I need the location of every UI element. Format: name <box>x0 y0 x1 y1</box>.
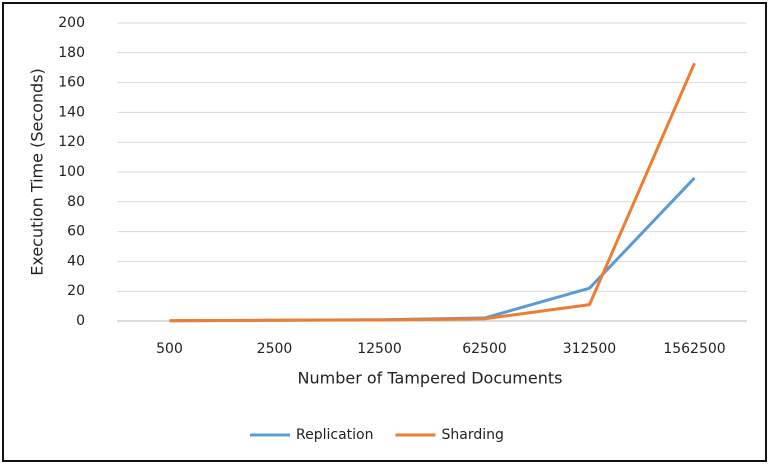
y-tick-label: 140 <box>58 104 85 120</box>
x-axis-label: Number of Tampered Documents <box>298 369 563 388</box>
y-tick-label: 20 <box>67 283 85 299</box>
y-tick-label: 180 <box>58 45 85 61</box>
y-tick-label: 120 <box>58 134 85 150</box>
x-tick-label: 312500 <box>563 341 616 357</box>
series-line <box>169 62 696 323</box>
x-tick-label: 62500 <box>462 341 507 357</box>
y-axis-label: Execution Time (Seconds) <box>28 68 47 276</box>
y-tick-label: 0 <box>76 313 85 329</box>
x-tick-label: 12500 <box>357 341 402 357</box>
legend-label: Sharding <box>441 427 503 443</box>
x-tick-label: 2500 <box>257 341 293 357</box>
y-tick-label: 200 <box>58 15 85 31</box>
x-tick-label: 500 <box>156 341 183 357</box>
y-tick-label: 100 <box>58 164 85 180</box>
x-tick-label: 1562500 <box>663 341 725 357</box>
legend-label: Replication <box>296 427 373 443</box>
y-tick-label: 80 <box>67 194 85 210</box>
y-tick-label: 160 <box>58 75 85 91</box>
y-tick-label: 40 <box>67 253 85 269</box>
y-tick-label: 60 <box>67 224 85 240</box>
